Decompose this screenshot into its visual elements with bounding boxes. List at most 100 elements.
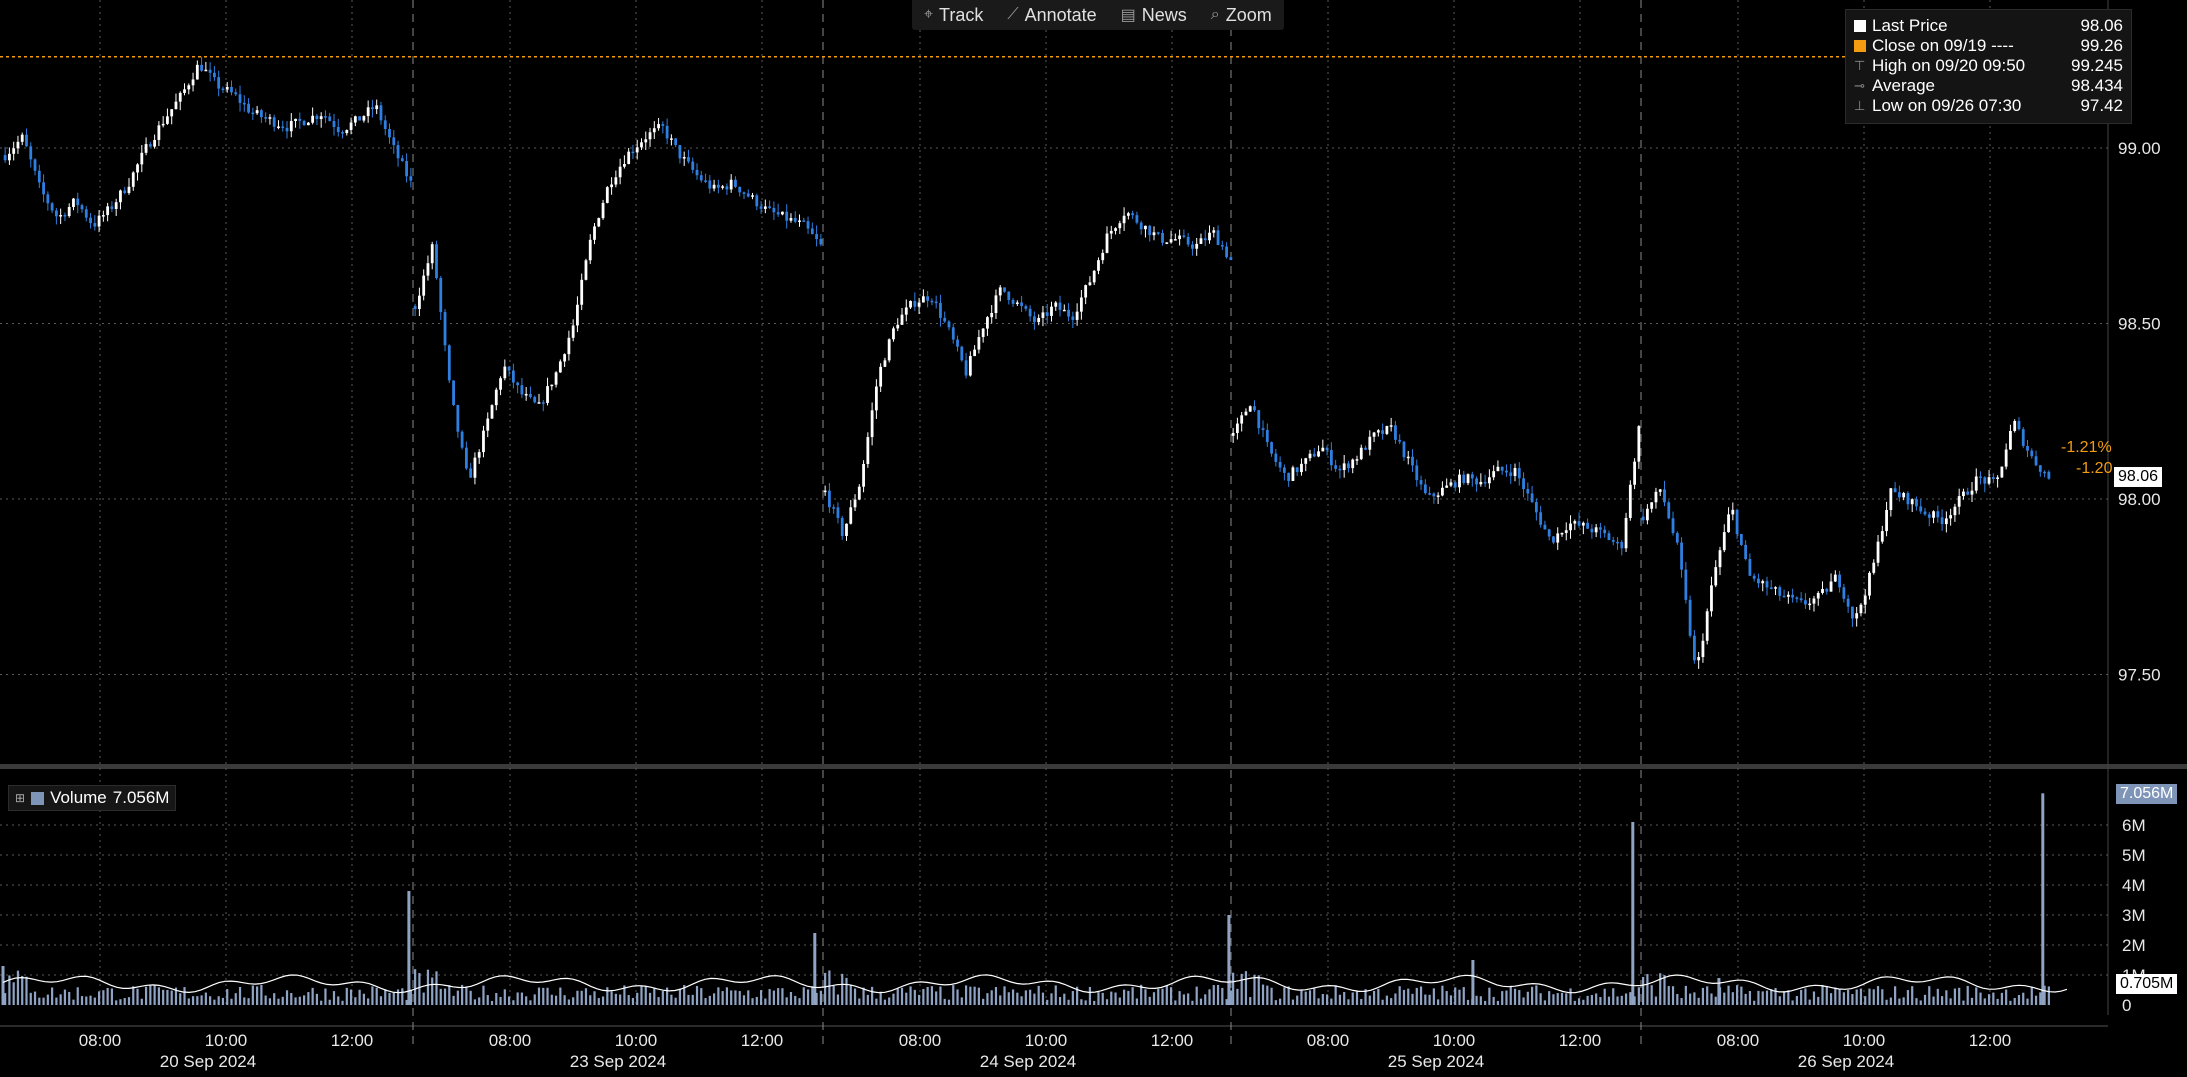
candle-body — [1509, 472, 1513, 477]
candle-body — [610, 184, 613, 188]
volume-bar — [1710, 993, 1713, 1005]
volume-bar — [1842, 992, 1845, 1005]
candle-body — [89, 217, 92, 224]
candle-body — [1169, 239, 1173, 243]
volume-bar — [230, 998, 233, 1005]
candle-body — [1020, 302, 1023, 307]
volume-bar — [691, 994, 694, 1005]
candle-body — [1795, 597, 1799, 600]
volume-bar — [1838, 988, 1841, 1005]
volume-tick-label: 4M — [2122, 876, 2146, 895]
expand-icon[interactable]: ⊞ — [15, 791, 26, 805]
volume-bar — [1144, 989, 1147, 1005]
volume-bar — [550, 994, 553, 1005]
volume-bar — [721, 991, 724, 1005]
candle-body — [657, 124, 660, 129]
track-button[interactable]: ⌖ Track — [924, 4, 984, 25]
candle-body — [341, 132, 344, 134]
volume-bars — [1, 793, 2068, 1005]
volume-bar — [1274, 1000, 1277, 1005]
volume-bar — [1940, 996, 1944, 1005]
volume-bar — [601, 996, 605, 1005]
candle-body — [1906, 493, 1910, 505]
volume-bar — [956, 989, 959, 1005]
candle-body — [1079, 297, 1083, 312]
volume-bar — [875, 998, 878, 1005]
candle-body — [1329, 450, 1333, 466]
volume-bar — [1817, 996, 1820, 1005]
candle-body — [781, 211, 784, 215]
legend-row-close[interactable]: Close on 09/19 ---- 99.26 — [1854, 36, 2123, 56]
volume-bar — [712, 993, 716, 1005]
candle-body — [1765, 581, 1769, 588]
volume-bar — [1607, 996, 1611, 1005]
volume-bar — [358, 989, 361, 1005]
volume-bar — [1599, 997, 1602, 1005]
volume-bar — [63, 989, 67, 1005]
candle-body — [1496, 466, 1500, 472]
candle-body — [1355, 459, 1359, 461]
candle-body — [456, 404, 460, 432]
candle-body — [37, 170, 41, 183]
volume-bar — [294, 997, 297, 1005]
candle-body — [2030, 450, 2034, 457]
volume-bar — [2017, 995, 2021, 1005]
volume-bar — [209, 996, 212, 1005]
volume-bar — [606, 987, 609, 1005]
candle-body — [1573, 521, 1577, 524]
volume-bar — [1135, 998, 1139, 1005]
candle-body — [1415, 465, 1419, 481]
candle-body — [546, 386, 549, 403]
volume-bar — [1152, 992, 1156, 1005]
legend-row-last-price[interactable]: Last Price 98.06 — [1854, 16, 2123, 36]
legend-row-low[interactable]: ⊥ Low on 09/26 07:30 97.42 — [1854, 96, 2123, 115]
orange-swatch-icon — [1854, 40, 1866, 52]
annotate-button[interactable]: ⟋ Annotate — [1007, 4, 1097, 25]
news-button[interactable]: ▤ News — [1120, 4, 1187, 25]
candle-body — [759, 206, 763, 209]
volume-bar — [187, 998, 190, 1005]
volume-bar — [674, 997, 677, 1005]
volume-bar — [490, 1000, 494, 1005]
candle-body — [1859, 604, 1863, 614]
volume-bar — [1509, 985, 1512, 1005]
candle-body — [541, 402, 545, 404]
candle-body — [1381, 430, 1385, 434]
volume-bar — [1530, 986, 1534, 1005]
volume-bar — [1182, 994, 1185, 1005]
candle-body — [605, 187, 609, 203]
candle-body — [1680, 542, 1683, 570]
volume-bar — [320, 1000, 323, 1005]
volume-bar — [845, 977, 848, 1005]
candle-body — [618, 166, 622, 178]
candle-body — [1182, 235, 1186, 238]
candle-body — [1714, 567, 1718, 586]
candle-body — [1449, 482, 1453, 486]
candle-body — [499, 378, 502, 390]
candle-body — [1530, 493, 1534, 503]
magnifier-icon: ⌕ — [1210, 6, 1220, 23]
volume-legend[interactable]: ⊞ Volume 7.056M — [8, 785, 177, 811]
candle-body — [1466, 474, 1470, 484]
candle-body — [1398, 439, 1402, 442]
legend-row-high[interactable]: ⊤ High on 09/20 09:50 99.245 — [1854, 56, 2123, 75]
volume-bar — [12, 982, 15, 1005]
volume-bar — [1212, 985, 1215, 1005]
candle-body — [1987, 477, 1991, 484]
legend-row-average[interactable]: ⊸ Average 98.434 — [1854, 76, 2123, 95]
volume-bar — [1748, 991, 1752, 1005]
candle-body — [1974, 476, 1978, 491]
candle-body — [1411, 456, 1414, 466]
candle-body — [1265, 429, 1269, 443]
candle-body — [755, 195, 759, 207]
candle-body — [1122, 215, 1126, 224]
candle-body — [1616, 541, 1619, 544]
candle-body — [473, 457, 477, 478]
candle-body — [1539, 512, 1543, 525]
zoom-button[interactable]: ⌕ Zoom — [1210, 4, 1272, 25]
candle-body — [1646, 508, 1649, 521]
candle-body — [900, 314, 904, 325]
volume-bar — [1765, 990, 1769, 1005]
candle-body — [520, 385, 524, 395]
candle-body — [1710, 585, 1713, 612]
